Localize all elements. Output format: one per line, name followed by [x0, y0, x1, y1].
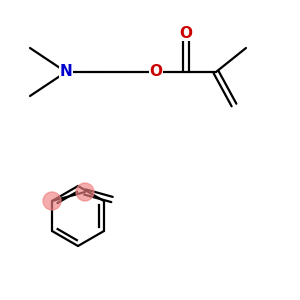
Text: O: O: [149, 64, 163, 80]
Text: O: O: [179, 26, 193, 40]
Circle shape: [43, 192, 61, 210]
Text: N: N: [60, 64, 72, 80]
Circle shape: [76, 183, 94, 201]
